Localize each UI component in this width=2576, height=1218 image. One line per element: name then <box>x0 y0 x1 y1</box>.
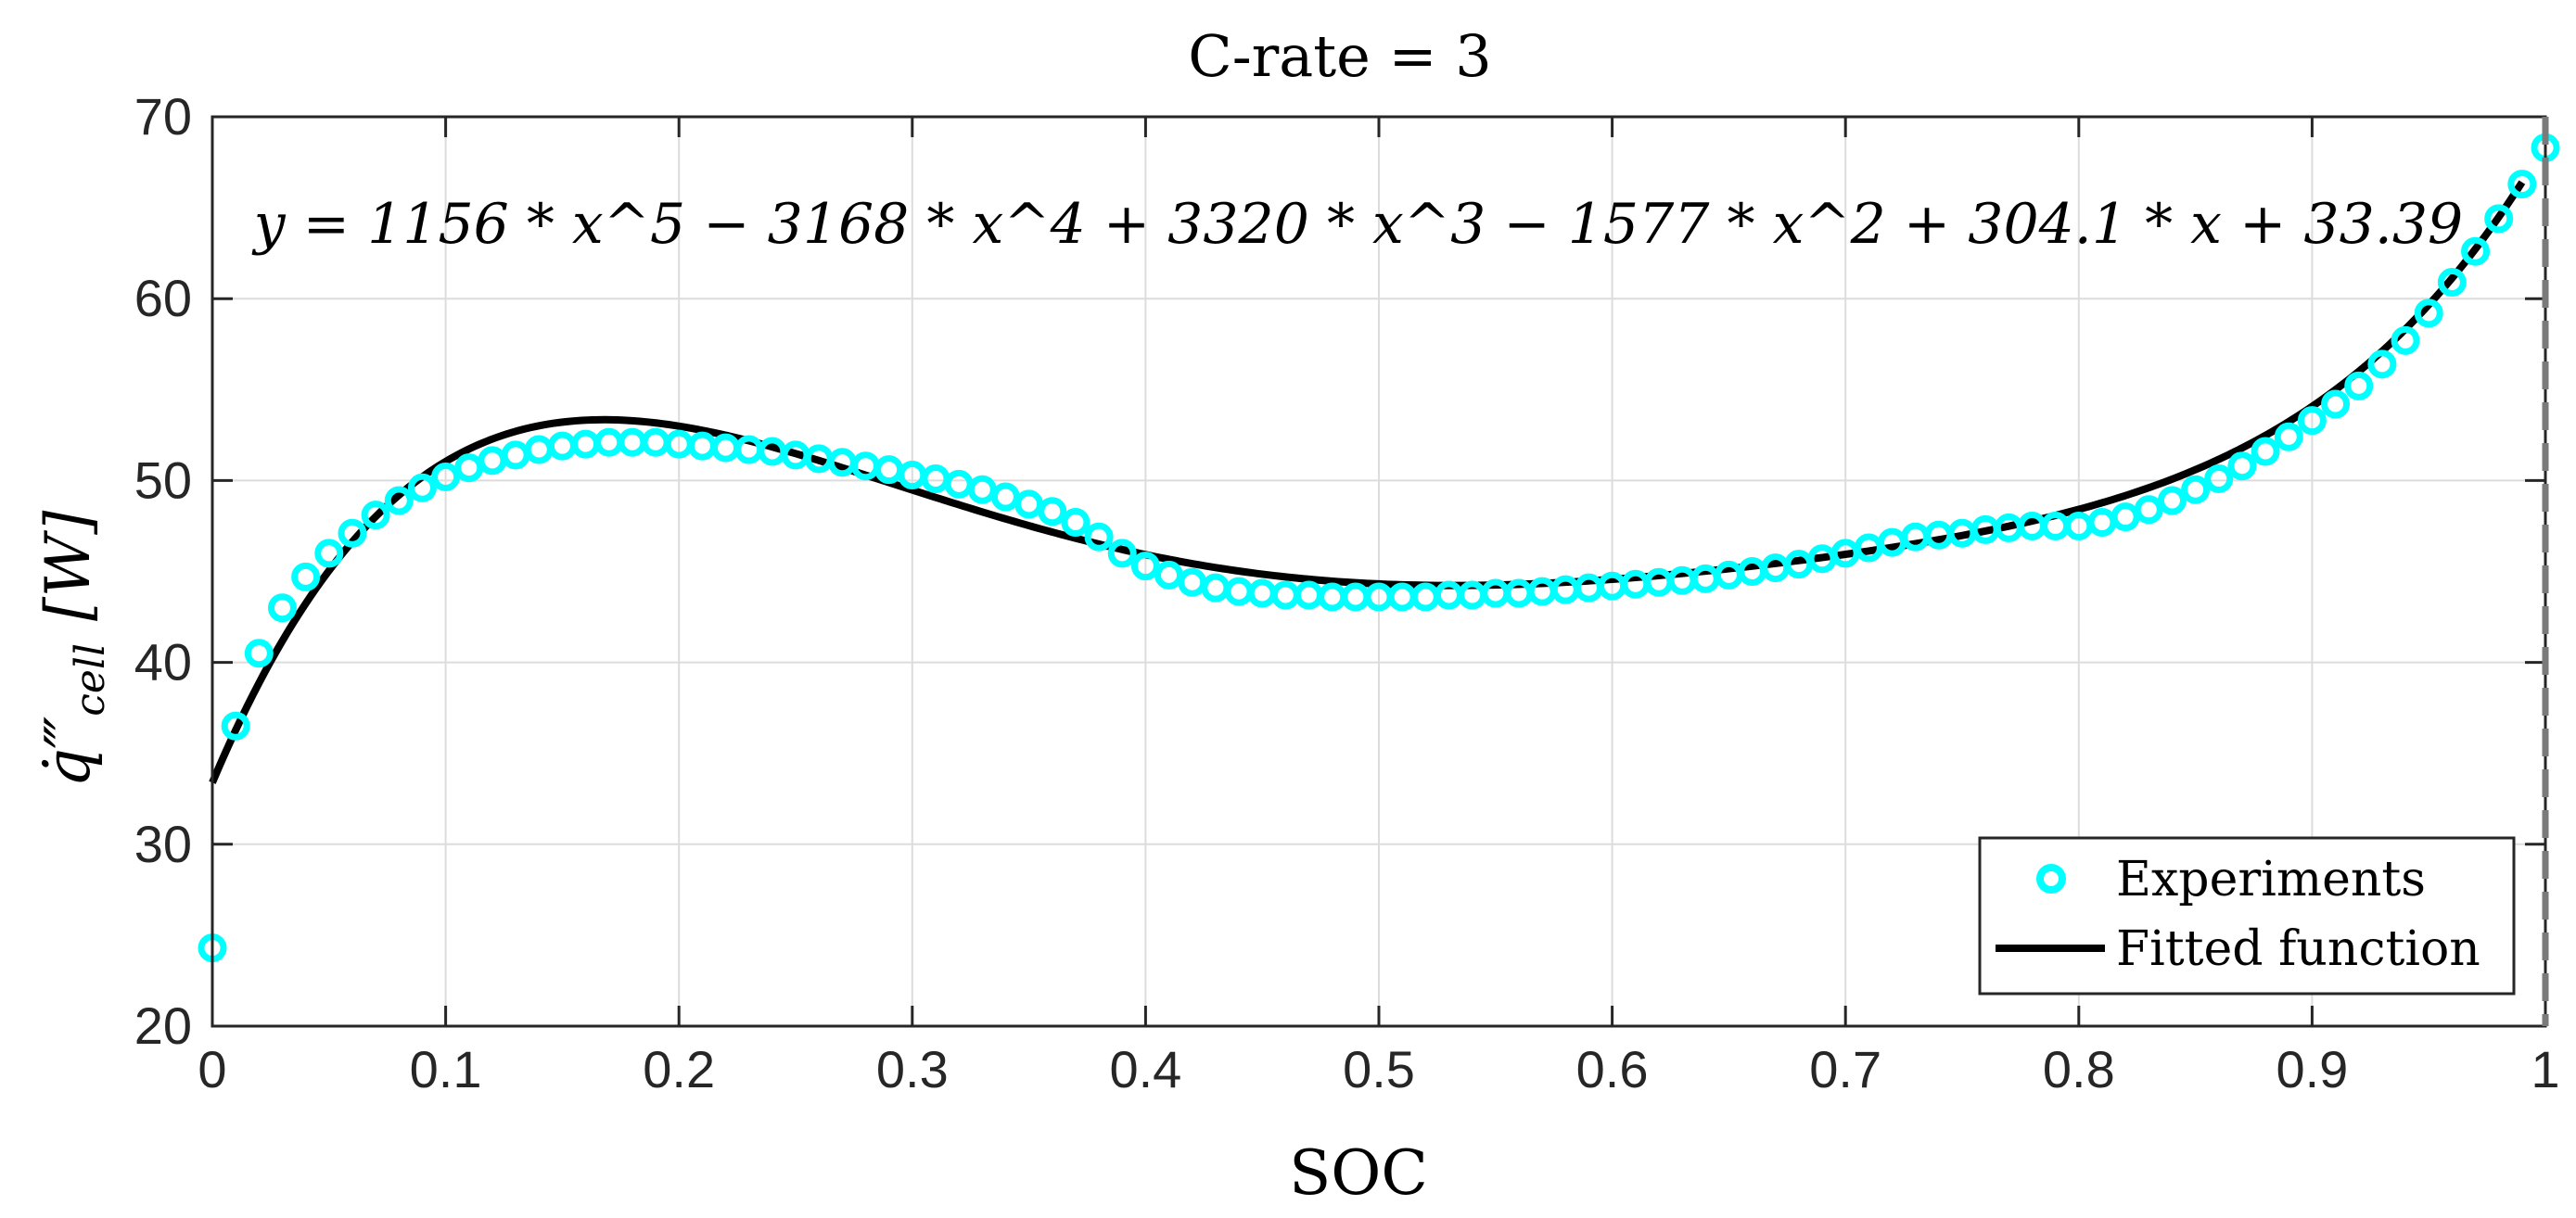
experiment-point <box>2321 389 2351 419</box>
experiment-point <box>361 501 390 530</box>
experiment-point <box>407 473 437 502</box>
experiment-point <box>1247 578 1277 608</box>
experiment-point <box>314 539 344 568</box>
legend-label-fitted: Fitted function <box>2116 921 2480 977</box>
legend-label-experiments: Experiments <box>2116 852 2426 907</box>
y-tick-label: 20 <box>134 996 192 1055</box>
x-tick-label: 0.4 <box>1109 1040 1181 1098</box>
experiment-point <box>2344 371 2374 400</box>
experiment-point <box>2111 502 2140 532</box>
experiment-point <box>1410 582 1440 612</box>
experiment-point <box>990 482 1020 512</box>
experiment-point <box>944 469 974 499</box>
y-axis-label-subscript: cell <box>67 643 114 717</box>
x-tick-label: 0.5 <box>1343 1040 1415 1098</box>
experiment-point <box>2507 170 2537 199</box>
fitted-function-line <box>209 180 2526 784</box>
experiment-point <box>1178 567 1207 597</box>
experiment-point <box>618 427 647 457</box>
x-tick-label: 0.9 <box>2276 1040 2348 1098</box>
experiment-point <box>1154 560 1184 590</box>
legend-marker-experiments <box>2036 864 2066 894</box>
y-tick-label: 60 <box>134 269 192 327</box>
axes-layer <box>210 115 2549 1028</box>
tick-label-layer: 0 0.1 0.2 0.3 0.4 0.5 0.6 0.7 0.8 0.9 1 20 30 40 50 60 7… <box>134 87 2560 1098</box>
x-tick-label: 0.3 <box>876 1040 949 1098</box>
experiment-point <box>874 455 904 485</box>
svg-text:q̇‴cell[W]: q̇‴cell [W] <box>32 510 114 787</box>
experiment-point <box>291 562 321 591</box>
experiment-point <box>1270 580 1300 610</box>
experiment-point <box>2391 325 2420 355</box>
experiment-point <box>2204 463 2234 493</box>
experiment-point <box>2414 298 2443 328</box>
y-axis-label-unit: [W] <box>32 510 104 621</box>
y-tick-label: 70 <box>134 87 192 146</box>
fit-layer <box>209 180 2526 784</box>
fit-equation-annotation: y = 1156 * x^5 − 3168 * x^4 + 3320 * x^3… <box>251 192 2463 257</box>
experiment-point <box>478 446 507 476</box>
experiment-point <box>1061 508 1090 538</box>
experiment-point <box>2274 422 2303 451</box>
experiment-point <box>967 475 997 504</box>
experiment-point <box>1038 497 1067 527</box>
y-axis-label-symbol: q̇‴ <box>32 717 104 788</box>
experiment-point <box>2251 437 2280 466</box>
experiment-point <box>641 427 670 457</box>
experiment-point <box>921 463 950 493</box>
experiment-point <box>454 453 484 483</box>
experiment-point <box>1318 582 1347 612</box>
legend: Experiments Fitted function <box>1978 836 2516 996</box>
experiment-point <box>244 639 274 668</box>
experiment-point <box>2181 475 2211 504</box>
y-tick-label: 40 <box>134 633 192 691</box>
chart-title: C-rate = 3 <box>1188 22 1491 90</box>
experiment-point <box>267 593 297 623</box>
experiment-point <box>1224 577 1254 606</box>
experiment-point <box>1341 582 1371 612</box>
experiment-point <box>1014 489 1044 519</box>
experiment-point <box>524 435 554 464</box>
experiment-point <box>431 462 461 491</box>
x-tick-label: 0.1 <box>410 1040 482 1098</box>
x-tick-label: 0 <box>198 1040 226 1098</box>
experiment-point <box>2461 236 2491 266</box>
x-tick-label: 0.8 <box>2043 1040 2115 1098</box>
experiment-point <box>2227 451 2257 481</box>
x-axis-label: SOC <box>1289 1137 1428 1209</box>
experiment-point <box>2367 349 2397 379</box>
legend-box <box>1978 836 2516 996</box>
x-tick-label: 0.6 <box>1576 1040 1649 1098</box>
x-tick-label: 0.2 <box>643 1040 715 1098</box>
experiment-point <box>1130 552 1160 581</box>
x-tick-label: 0.7 <box>1809 1040 1881 1098</box>
y-axis-label: q̇‴cell [W] <box>32 510 114 787</box>
experiment-point <box>1294 580 1324 610</box>
experiment-point <box>1387 582 1417 612</box>
x-tick-label: 1 <box>2531 1040 2559 1098</box>
experiment-point <box>2437 268 2467 298</box>
experiment-point <box>338 518 367 548</box>
experiment-point <box>1084 522 1114 552</box>
experiment-point <box>2297 406 2327 436</box>
experiment-point <box>2484 204 2514 234</box>
experiment-point <box>221 711 250 741</box>
experiment-point <box>501 440 530 470</box>
experiment-point <box>2087 508 2117 538</box>
experiment-point <box>687 431 717 461</box>
experiment-point <box>1107 539 1137 568</box>
experiment-point <box>384 486 414 515</box>
experiment-point <box>711 433 741 463</box>
experiment-point <box>2134 495 2163 525</box>
y-tick-label: 30 <box>134 815 192 873</box>
marker-layer <box>198 133 2560 963</box>
experiment-point <box>571 429 601 459</box>
experiment-point <box>1201 573 1231 603</box>
experiment-point <box>594 427 624 457</box>
y-tick-label: 50 <box>134 450 192 509</box>
experiment-point <box>547 431 577 461</box>
experiment-point <box>2157 486 2187 515</box>
